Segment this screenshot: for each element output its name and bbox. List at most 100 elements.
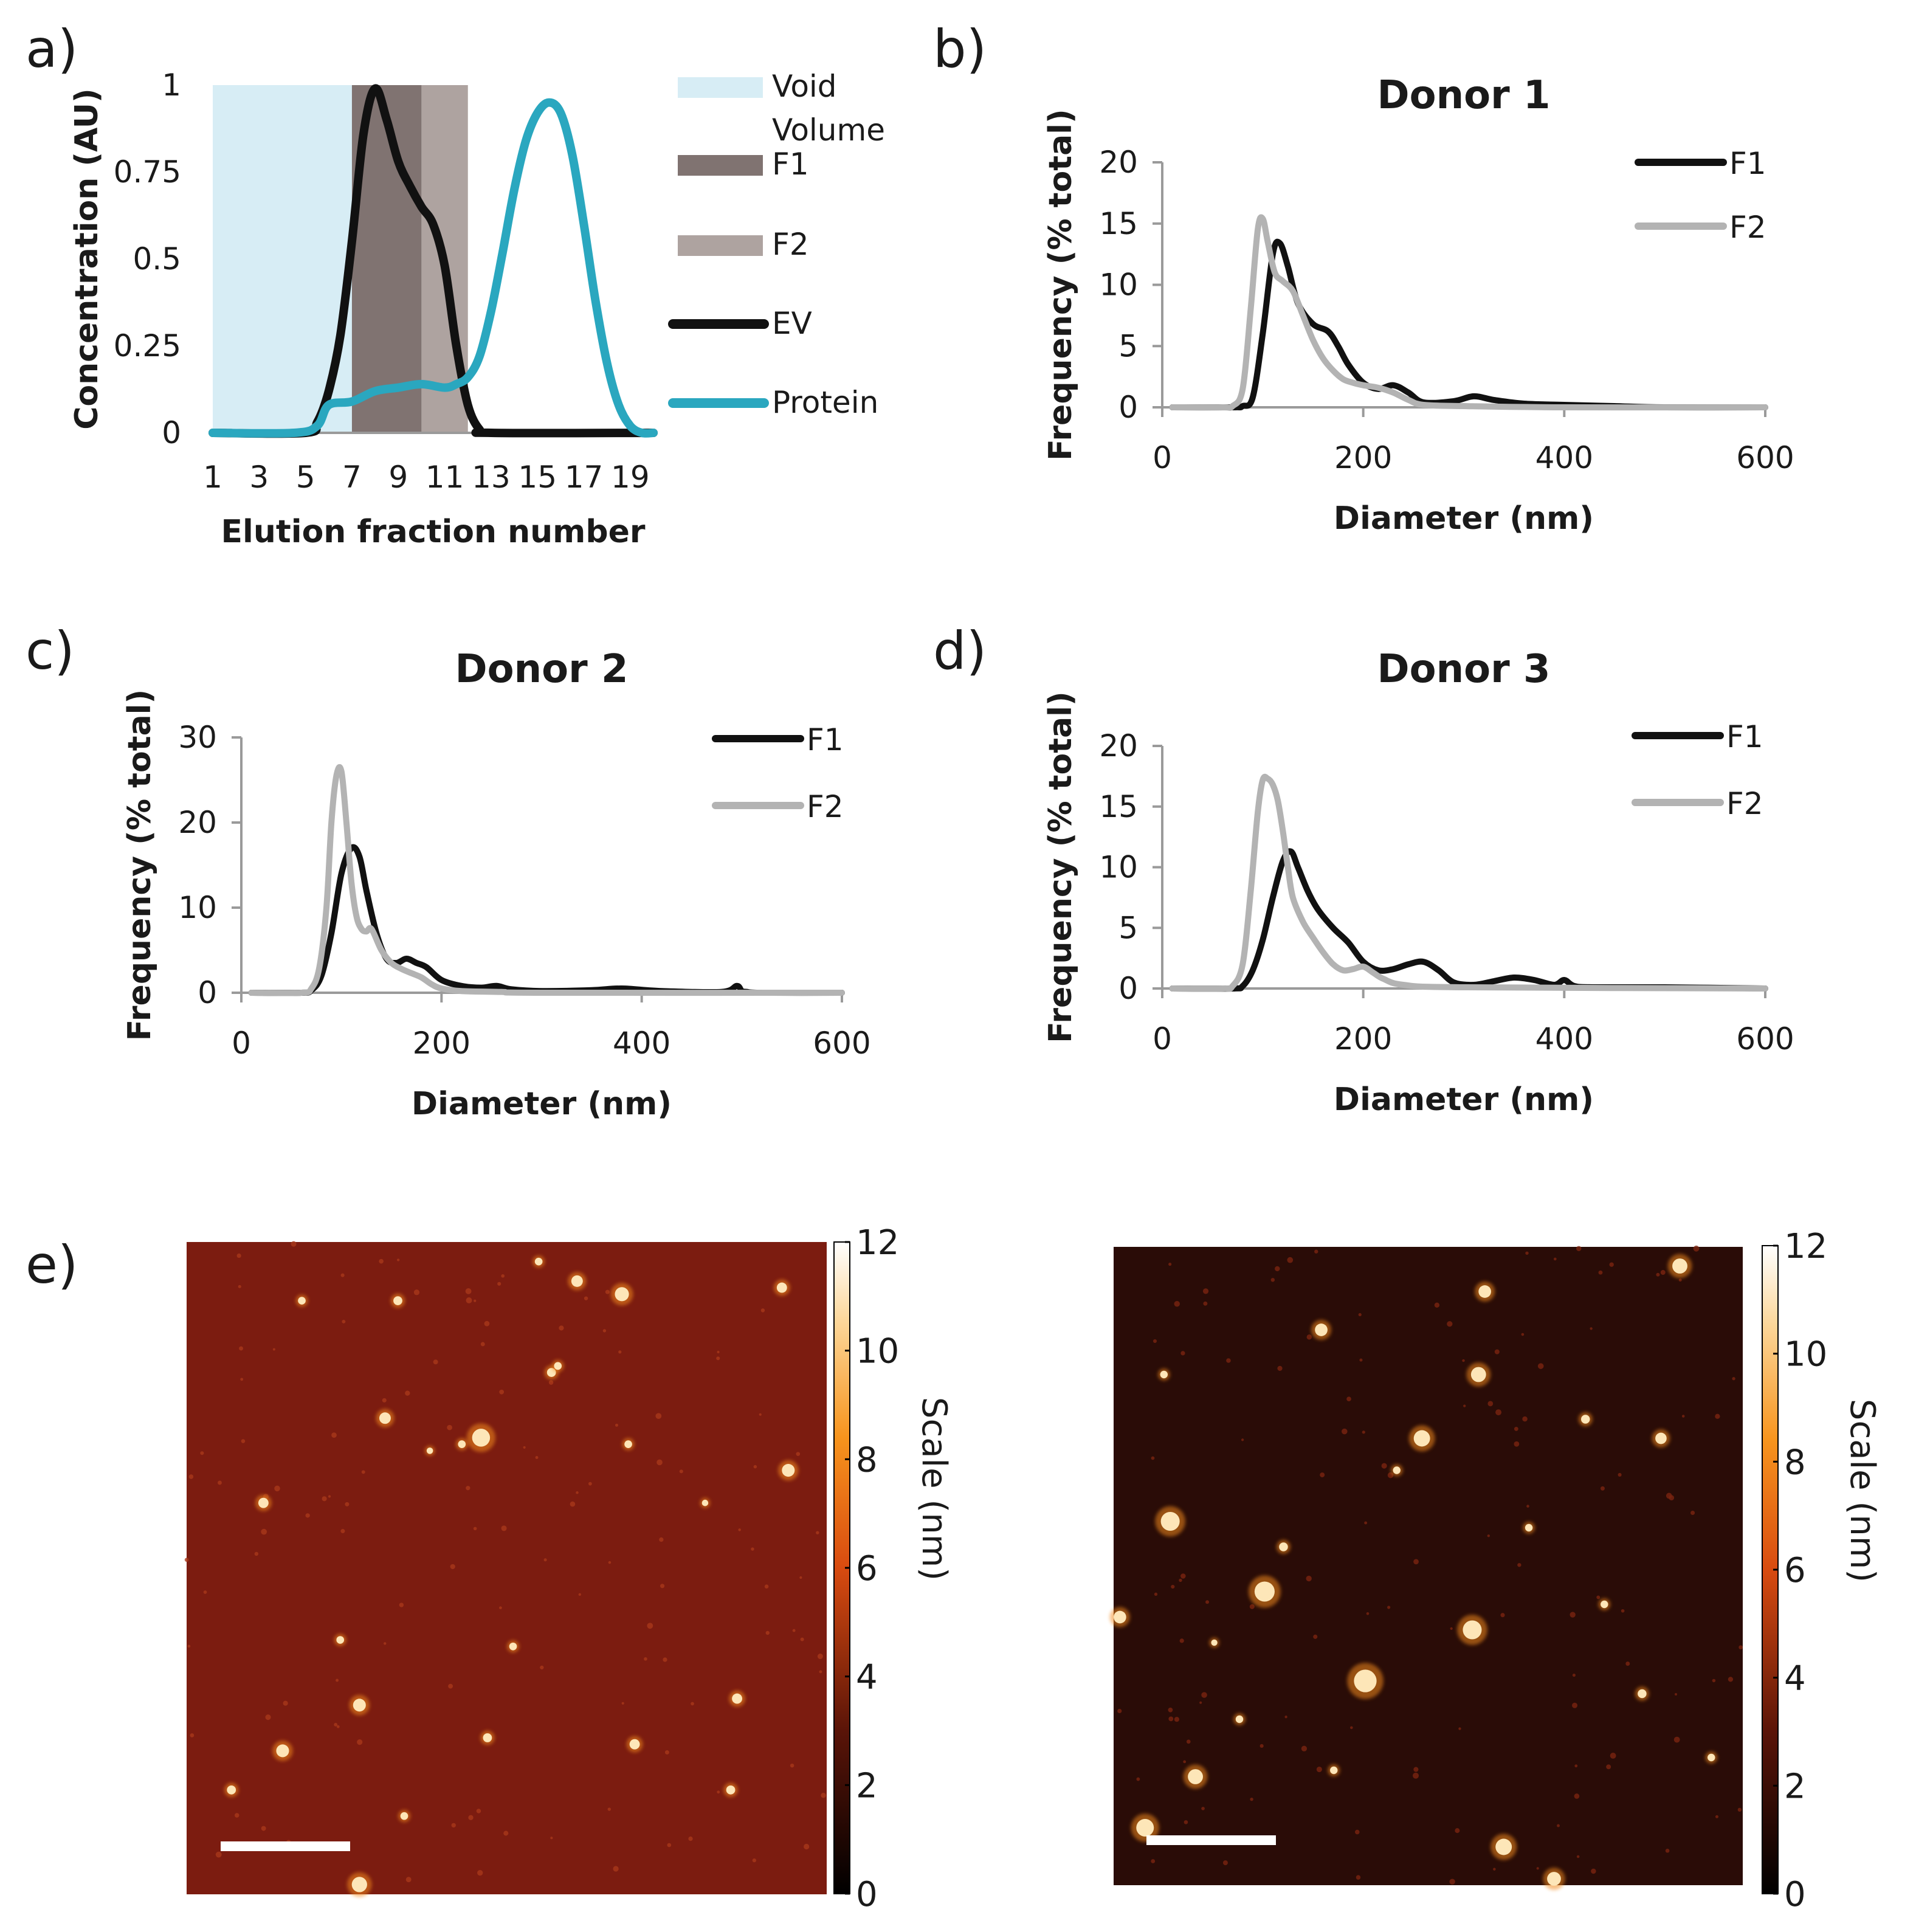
panel-label-c: c) [26,621,75,681]
afm-particle [472,1429,491,1447]
afm-speck [1199,1701,1202,1704]
afm-speck [1359,1358,1363,1362]
afm-speck [602,1329,607,1333]
x-tick-label: 200 [1334,1021,1392,1057]
afm-speck [1241,1438,1244,1441]
legend-swatch-f1 [678,155,763,176]
afm-speck [1598,1270,1603,1275]
afm-speck [1665,1849,1670,1853]
colorbar-tick-label: 0 [856,1875,878,1914]
afm-speck [484,1320,490,1327]
afm-speck [188,1474,194,1479]
afm-speck [792,1629,796,1632]
afm-particle [1254,1581,1275,1602]
afm-speck [1260,1744,1264,1748]
afm-speck [1728,1677,1734,1682]
afm-speck [691,1702,694,1706]
legend-swatch-f2 [678,235,763,256]
colorbar-tick-label: 8 [1784,1443,1806,1482]
afm-speck [465,1288,472,1294]
afm-speck [499,1389,505,1395]
afm-speck [1572,1673,1576,1677]
afm-speck [1284,1716,1287,1719]
afm-speck [1462,1359,1465,1362]
afm-speck [1514,1426,1518,1431]
colorbar-tick-label: 2 [1784,1767,1806,1806]
afm-speck [1678,1278,1682,1282]
afm-speck [548,1380,554,1385]
afm-speck [800,1637,804,1641]
afm-speck [1202,1288,1209,1294]
afm-particle [1478,1285,1491,1298]
y-tick-label: 15 [1099,206,1138,241]
afm-speck [1576,1855,1580,1858]
legend-label: F2 [772,227,809,262]
y-tick-label: 20 [178,805,217,840]
legend-label: EV [772,306,812,341]
afm-speck [607,1807,612,1811]
x-tick-label: 600 [813,1026,870,1061]
colorbar-tick-label: 0 [1784,1875,1806,1914]
afm-speck [448,1683,453,1689]
legend-swatch-void [678,77,763,98]
afm-left-background [187,1242,827,1894]
afm-speck [1301,1745,1308,1751]
afm-image-right [1109,1245,1743,1890]
x-axis-title: Diameter (nm) [1334,500,1594,537]
afm-speck [501,1274,505,1278]
afm-particle [571,1275,583,1287]
series-f1 [1169,848,1768,992]
afm-speck [1537,1363,1544,1369]
afm-speck [1203,1301,1208,1306]
afm-speck [1739,1645,1743,1650]
afm-speck [655,1413,662,1420]
afm-particle [726,1785,736,1795]
afm-speck [535,1456,539,1459]
afm-particle [1160,1511,1180,1531]
afm-speck [621,1702,624,1705]
afm-speck [1674,1693,1678,1696]
afm-speck [1673,1736,1680,1743]
y-tick-label: 10 [178,890,217,925]
colorbar-title: Scale (nm) [914,1397,954,1581]
afm-particle [1393,1466,1401,1474]
afm-speck [523,1446,526,1449]
afm-speck [1201,1692,1207,1698]
afm-particle [554,1362,562,1370]
afm-speck [613,1866,619,1872]
afm-speck [345,1502,350,1506]
afm-speck [328,1495,331,1498]
afm-speck [752,1858,757,1863]
afm-particle [1354,1669,1377,1692]
afm-particle [1114,1610,1126,1624]
afm-speck [1174,1301,1180,1307]
afm-particle [458,1440,466,1448]
afm-speck [476,1809,481,1813]
x-tick-label: 13 [472,460,511,495]
afm-speck [473,1527,477,1531]
afm-speck [466,1486,470,1491]
afm-speck [764,1584,769,1589]
afm-speck [1609,1262,1614,1267]
afm-speck [236,1253,241,1258]
afm-particle [1525,1523,1533,1532]
afm-speck [753,1465,757,1469]
afm-speck [1606,1764,1611,1770]
afm-speck [576,1491,579,1494]
afm-speck [261,1826,266,1831]
colorbar-right: 0 2 4 6 8 10 12 Scale (nm) [1762,1227,1882,1914]
legend-label: F2 [1726,786,1763,821]
afm-speck [238,1285,241,1288]
afm-particle [1279,1542,1288,1551]
afm-particle [351,1877,367,1892]
x-tick-label: 200 [413,1026,470,1061]
afm-speck [663,1657,667,1662]
afm-speck [688,1836,693,1841]
afm-speck [1186,1739,1191,1744]
colorbar-tick-label: 4 [856,1658,878,1697]
afm-speck [605,1289,610,1294]
scale-bar-left [221,1841,350,1851]
afm-speck [817,1654,823,1660]
